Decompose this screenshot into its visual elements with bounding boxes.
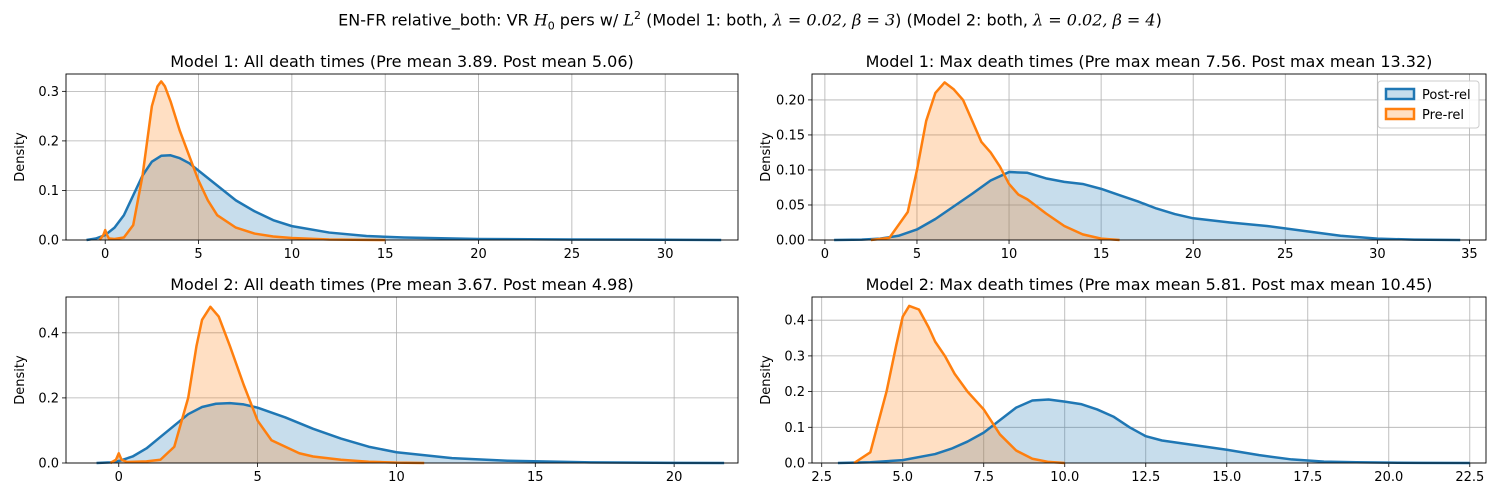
x-tick-label: 0 bbox=[101, 247, 109, 262]
x-tick-label: 20 bbox=[666, 470, 683, 485]
y-tick-label: 0.1 bbox=[784, 421, 805, 436]
x-tick-label: 2.5 bbox=[811, 470, 832, 485]
suptitle-end: ) bbox=[1155, 10, 1162, 30]
subplot-title: Model 1: All death times (Pre mean 3.89.… bbox=[170, 52, 634, 71]
density-fill-pre-rel bbox=[99, 81, 386, 241]
legend-swatch-post-rel bbox=[1384, 87, 1416, 101]
suptitle-l: L bbox=[623, 10, 634, 30]
x-tick-label: 25 bbox=[1277, 247, 1294, 262]
suptitle-mid: pers w/ bbox=[554, 10, 624, 30]
x-tick-label: 15 bbox=[527, 470, 544, 485]
legend-swatch-pre-rel bbox=[1384, 107, 1416, 121]
x-tick-label: 10 bbox=[388, 470, 405, 485]
suptitle-params-model2: λ = 0.02, β = 4 bbox=[1033, 10, 1156, 30]
density-line-pre-rel bbox=[98, 80, 386, 242]
x-tick-label: 17.5 bbox=[1293, 470, 1322, 485]
y-tick-label: 0.1 bbox=[38, 184, 59, 199]
suptitle-prefix: EN-FR relative_both: VR bbox=[338, 10, 534, 30]
suptitle-l-superscript: 2 bbox=[633, 9, 641, 22]
x-tick-label: 0 bbox=[821, 247, 829, 262]
y-axis-label: Density bbox=[13, 355, 28, 405]
y-tick-label: 0.20 bbox=[776, 93, 805, 108]
subplot-title: Model 1: Max death times (Pre max mean 7… bbox=[866, 52, 1433, 71]
figure-suptitle: EN-FR relative_both: VR H0 pers w/ L2 (M… bbox=[0, 9, 1500, 33]
subplot-2: Model 1: Max death times (Pre max mean 7… bbox=[759, 52, 1487, 262]
density-line-pre-rel bbox=[109, 305, 425, 465]
y-tick-label: 0.3 bbox=[38, 85, 59, 100]
density-line-post-rel bbox=[96, 401, 725, 465]
suptitle-h-subscript: 0 bbox=[547, 19, 555, 33]
y-axis-label: Density bbox=[759, 132, 774, 182]
density-fill-post-rel bbox=[86, 155, 722, 240]
x-tick-label: 25 bbox=[564, 247, 581, 262]
plot-frame bbox=[811, 73, 1487, 241]
y-tick-label: 0.4 bbox=[784, 314, 805, 329]
y-tick-label: 0.00 bbox=[776, 234, 805, 249]
x-tick-label: 5 bbox=[253, 470, 261, 485]
density-line-post-rel bbox=[837, 398, 1470, 465]
y-tick-label: 0.15 bbox=[776, 128, 805, 143]
legend: Post-rel Pre-rel bbox=[1377, 80, 1480, 129]
y-tick-label: 0.05 bbox=[776, 198, 805, 213]
subplot-1: Model 1: All death times (Pre mean 3.89.… bbox=[13, 52, 739, 262]
suptitle-h: H bbox=[533, 10, 548, 30]
plot-frame bbox=[65, 73, 739, 241]
x-tick-label: 12.5 bbox=[1131, 470, 1160, 485]
y-tick-label: 0.0 bbox=[38, 457, 59, 472]
y-tick-label: 0.2 bbox=[38, 391, 59, 406]
legend-label-pre-rel: Pre-rel bbox=[1422, 108, 1464, 123]
subplot-title: Model 2: All death times (Pre mean 3.67.… bbox=[170, 275, 634, 294]
density-line-pre-rel bbox=[870, 81, 1120, 242]
density-fill-pre-rel bbox=[854, 305, 1065, 463]
y-tick-label: 0.0 bbox=[784, 457, 805, 472]
suptitle-model1: (Model 1: both, bbox=[640, 10, 773, 30]
x-tick-label: 30 bbox=[657, 247, 674, 262]
x-tick-label: 5 bbox=[913, 247, 921, 262]
plot-frame bbox=[811, 296, 1487, 464]
suptitle-model2: ) (Model 2: both, bbox=[895, 10, 1034, 30]
density-fill-post-rel bbox=[96, 403, 725, 463]
x-tick-label: 15 bbox=[377, 247, 394, 262]
legend-box bbox=[1377, 80, 1480, 129]
y-tick-label: 0.2 bbox=[38, 134, 59, 149]
x-tick-label: 5 bbox=[194, 247, 202, 262]
y-tick-label: 0.2 bbox=[784, 385, 805, 400]
y-tick-label: 0.10 bbox=[776, 163, 805, 178]
suptitle-params-model1: λ = 0.02, β = 3 bbox=[772, 10, 896, 30]
x-tick-label: 10.0 bbox=[1050, 470, 1079, 485]
y-axis-label: Density bbox=[13, 132, 28, 182]
subplot-title: Model 2: Max death times (Pre max mean 5… bbox=[866, 275, 1433, 294]
density-line-post-rel bbox=[86, 154, 722, 242]
legend-label-post-rel: Post-rel bbox=[1422, 88, 1471, 103]
subplot-4: Model 2: Max death times (Pre max mean 5… bbox=[759, 275, 1487, 485]
y-tick-label: 0.3 bbox=[784, 349, 805, 364]
x-tick-label: 7.5 bbox=[973, 470, 994, 485]
y-tick-label: 0.0 bbox=[38, 234, 59, 249]
x-tick-label: 20 bbox=[1185, 247, 1202, 262]
x-tick-label: 15 bbox=[1093, 247, 1110, 262]
x-tick-label: 30 bbox=[1369, 247, 1386, 262]
x-tick-label: 15.0 bbox=[1212, 470, 1241, 485]
density-line-pre-rel bbox=[853, 304, 1065, 465]
x-tick-label: 5.0 bbox=[892, 470, 913, 485]
density-line-post-rel bbox=[834, 170, 1461, 242]
subplot-3: Model 2: All death times (Pre mean 3.67.… bbox=[13, 275, 739, 485]
density-fill-pre-rel bbox=[110, 306, 425, 463]
x-tick-label: 22.5 bbox=[1455, 470, 1484, 485]
x-tick-label: 20.0 bbox=[1374, 470, 1403, 485]
x-tick-label: 20 bbox=[470, 247, 487, 262]
y-axis-label: Density bbox=[759, 355, 774, 405]
x-tick-label: 0 bbox=[115, 470, 123, 485]
x-tick-label: 10 bbox=[1001, 247, 1018, 262]
density-fill-post-rel bbox=[837, 399, 1470, 463]
x-tick-label: 10 bbox=[284, 247, 301, 262]
plot-frame bbox=[65, 296, 739, 464]
x-tick-label: 35 bbox=[1461, 247, 1478, 262]
y-tick-label: 0.4 bbox=[38, 326, 59, 341]
